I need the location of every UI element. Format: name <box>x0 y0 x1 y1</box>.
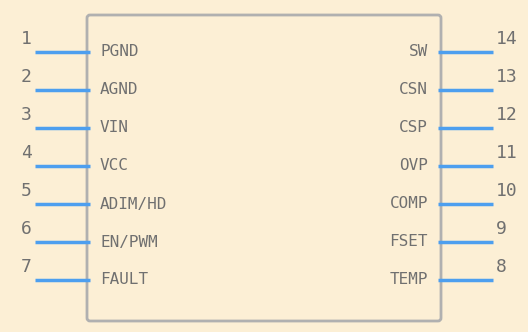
Text: FSET: FSET <box>390 234 428 250</box>
Text: VCC: VCC <box>100 158 129 174</box>
Text: SW: SW <box>409 44 428 59</box>
Text: 8: 8 <box>496 258 507 276</box>
Text: CSN: CSN <box>399 82 428 98</box>
Text: FAULT: FAULT <box>100 273 148 288</box>
Text: AGND: AGND <box>100 82 138 98</box>
Text: 2: 2 <box>21 68 32 86</box>
Text: 4: 4 <box>21 144 32 162</box>
Text: 3: 3 <box>21 106 32 124</box>
Text: EN/PWM: EN/PWM <box>100 234 158 250</box>
Text: 12: 12 <box>496 106 518 124</box>
Text: 11: 11 <box>496 144 518 162</box>
Text: ADIM/HD: ADIM/HD <box>100 197 167 211</box>
Text: 13: 13 <box>496 68 518 86</box>
Text: TEMP: TEMP <box>390 273 428 288</box>
Text: OVP: OVP <box>399 158 428 174</box>
Text: 5: 5 <box>21 182 32 200</box>
Text: 10: 10 <box>496 182 518 200</box>
Text: 7: 7 <box>21 258 32 276</box>
FancyBboxPatch shape <box>87 15 441 321</box>
Text: 1: 1 <box>21 30 32 48</box>
Text: VIN: VIN <box>100 121 129 135</box>
Text: PGND: PGND <box>100 44 138 59</box>
Text: 9: 9 <box>496 220 507 238</box>
Text: COMP: COMP <box>390 197 428 211</box>
Text: 14: 14 <box>496 30 518 48</box>
Text: 6: 6 <box>21 220 32 238</box>
Text: CSP: CSP <box>399 121 428 135</box>
